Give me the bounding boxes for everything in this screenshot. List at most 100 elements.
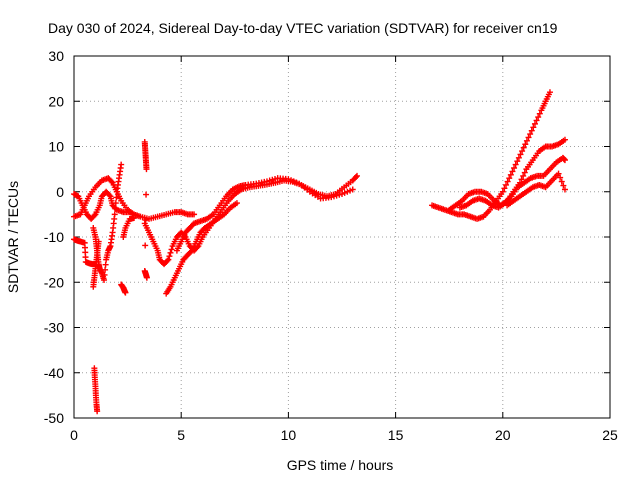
data-point [143,166,150,173]
data-point [168,246,175,253]
data-point [525,134,532,141]
data-point [354,172,361,179]
data-point [546,89,553,96]
y-tick-label: 30 [48,48,64,64]
data-point [512,161,519,168]
data-point [111,211,118,218]
x-tick-label: 25 [602,427,618,443]
data-point [143,274,150,281]
data-point [558,178,565,185]
y-tick-label: -40 [44,365,64,381]
series-arc1 [71,175,198,222]
y-axis-label: SDTVAR / TECUs [5,181,21,293]
data-point [504,178,511,185]
x-axis-label: GPS time / hours [287,457,394,473]
y-tick-label: 0 [56,184,64,200]
data-point [112,205,119,212]
data-point [352,174,359,181]
series-arc6 [91,365,101,415]
grid [74,56,610,418]
data-point [501,185,508,192]
data-point [503,181,510,188]
data-point [164,257,171,264]
data-point [536,110,543,117]
data-point [166,253,173,260]
y-tick-label: 20 [48,93,64,109]
data-point [92,261,99,268]
series-arc2 [71,188,133,222]
data-point [102,261,109,268]
data-point [187,248,194,255]
data-point [561,157,568,164]
series-arc10 [163,200,240,297]
data-point [165,256,172,263]
series-arc5 [71,236,99,268]
data-point [95,238,102,245]
data-point [101,276,108,283]
data-point [560,182,567,189]
x-tick-label: 10 [281,427,297,443]
data-marks [71,89,568,415]
x-tick-label: 5 [177,427,185,443]
data-point [506,175,513,182]
data-point [167,249,174,256]
data-point [112,200,119,207]
data-point [194,244,201,251]
x-tick-label: 0 [70,427,78,443]
data-point [142,217,149,224]
data-point [118,161,125,168]
data-point [102,266,109,273]
y-tick-label: 10 [48,139,64,155]
data-point [555,170,562,177]
data-point [517,151,524,158]
data-point [518,176,525,183]
data-point [91,212,98,219]
data-point [106,192,113,199]
data-point [108,178,115,185]
data-point [535,114,542,121]
data-point [522,141,529,148]
data-point [499,188,506,195]
data-point [515,154,522,161]
data-point [514,158,521,165]
series-arc16 [504,170,568,209]
data-point [101,271,108,278]
data-point [520,144,527,151]
y-tick-label: -20 [44,274,64,290]
data-point [126,209,133,216]
data-point [122,289,129,296]
data-point [113,194,120,201]
data-point [349,186,356,193]
data-point [519,148,526,155]
y-tick-label: -30 [44,320,64,336]
y-tick-label: -50 [44,410,64,426]
data-point [191,211,198,218]
series-arc13 [429,89,553,222]
ticks: 0 5 10 15 20 25 -50 -40 -30 -20 -10 0 10 20 30 [44,48,618,443]
data-point [561,186,568,193]
series-arc11 [173,175,356,254]
series-arc8 [141,138,150,281]
data-point [511,164,518,171]
x-tick-label: 15 [388,427,404,443]
x-tick-label: 20 [495,427,511,443]
data-point [533,117,540,124]
series-arc15 [456,154,568,211]
series-arc7 [118,281,129,296]
chart-title: Day 030 of 2024, Sidereal Day-to-day VTE… [48,20,558,36]
data-point [142,242,149,249]
data-point [520,172,527,179]
data-point [94,408,101,415]
data-point [528,127,535,134]
data-point [233,200,240,207]
series-arc12 [120,214,138,240]
y-tick-label: -10 [44,229,64,245]
data-point [509,168,516,175]
data-point [143,191,150,198]
data-point [557,174,564,181]
data-point [523,137,530,144]
data-point [521,169,528,176]
data-point [530,124,537,131]
data-point [507,171,514,178]
